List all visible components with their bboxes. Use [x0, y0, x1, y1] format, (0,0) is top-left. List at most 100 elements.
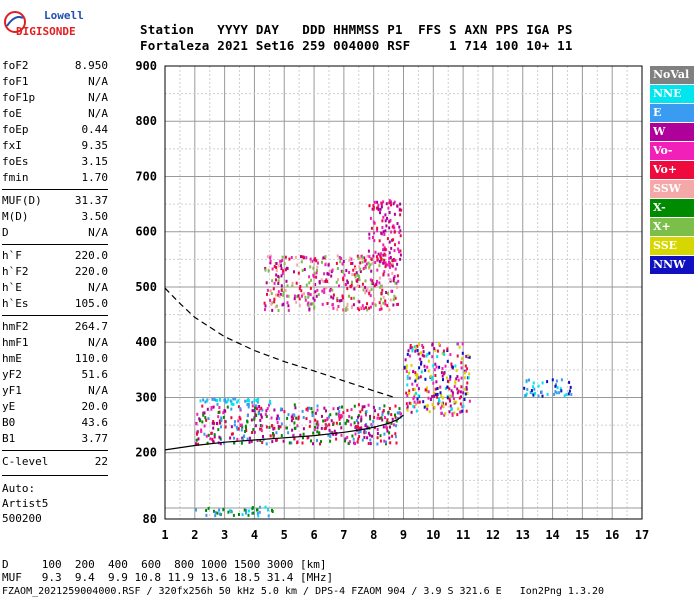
- echo-point: [282, 290, 285, 294]
- echo-point: [330, 295, 333, 299]
- echo-point: [255, 414, 258, 417]
- echo-point: [395, 424, 397, 428]
- echo-point: [460, 357, 463, 361]
- legend-item: Vo+: [650, 161, 694, 179]
- echo-point: [202, 413, 205, 417]
- legend-item: X-: [650, 199, 694, 217]
- echo-point: [275, 278, 277, 282]
- echo-point: [217, 415, 220, 419]
- echo-point: [276, 421, 279, 424]
- echo-point: [312, 296, 315, 300]
- echo-point: [384, 213, 387, 217]
- echo-point: [381, 413, 384, 417]
- echo-point: [376, 442, 379, 446]
- echo-point: [327, 263, 330, 267]
- echo-point: [314, 290, 317, 294]
- echo-point: [431, 355, 434, 359]
- echo-point: [377, 413, 380, 417]
- echo-point: [217, 411, 220, 414]
- echo-point: [283, 262, 286, 266]
- echo-point: [341, 296, 344, 300]
- echo-point: [449, 353, 452, 357]
- echo-point: [406, 394, 409, 398]
- echo-point: [246, 437, 249, 441]
- echo-point: [398, 411, 401, 415]
- param-value: N/A: [88, 107, 108, 120]
- echo-point: [217, 428, 220, 432]
- echo-point: [340, 257, 343, 260]
- echo-point: [431, 395, 434, 399]
- echo-point: [218, 419, 221, 423]
- echo-point: [373, 415, 376, 419]
- echo-point: [376, 279, 378, 283]
- echo-point: [244, 430, 247, 433]
- echo-point: [420, 362, 422, 366]
- echo-point: [297, 415, 300, 419]
- echo-point: [466, 367, 469, 371]
- echo-point: [391, 225, 394, 229]
- echo-point: [363, 256, 366, 260]
- echo-point: [443, 353, 446, 356]
- y-tick-label: 400: [135, 335, 157, 349]
- echo-point: [280, 274, 283, 278]
- echo-point: [195, 508, 197, 512]
- echo-point: [412, 397, 415, 401]
- echo-point: [209, 437, 212, 441]
- echo-point: [465, 354, 468, 358]
- echo-point: [433, 368, 436, 372]
- echo-point: [370, 269, 373, 273]
- echo-point: [450, 407, 453, 411]
- echo-point: [220, 416, 223, 420]
- echo-point: [400, 208, 403, 212]
- echo-point: [311, 259, 314, 263]
- echo-point: [384, 416, 386, 420]
- echo-point: [468, 355, 471, 359]
- echo-point: [358, 275, 361, 279]
- echo-point: [336, 267, 339, 270]
- echo-point: [416, 383, 419, 387]
- echo-point: [356, 299, 359, 303]
- echo-point: [366, 286, 369, 290]
- echo-point: [346, 302, 349, 306]
- echo-point: [382, 253, 385, 257]
- echo-point: [238, 513, 240, 516]
- echo-point: [277, 293, 280, 297]
- echo-point: [265, 425, 268, 429]
- echo-point: [398, 208, 401, 212]
- echo-point: [201, 420, 204, 424]
- param-row: foF1p N/A: [2, 90, 108, 106]
- echo-point: [361, 405, 364, 409]
- echo-point: [253, 416, 256, 420]
- echo-point: [218, 435, 221, 439]
- echo-point: [383, 270, 386, 274]
- echo-point: [310, 439, 312, 443]
- echo-point: [283, 410, 286, 414]
- echo-point: [302, 427, 305, 431]
- echo-point: [318, 431, 321, 435]
- echo-point: [315, 422, 318, 426]
- echo-point: [389, 298, 392, 302]
- echo-point: [411, 347, 414, 351]
- echo-point: [380, 304, 382, 308]
- echo-point: [272, 287, 275, 291]
- param-row: foE N/A: [2, 106, 108, 122]
- auto-scaling-line: 500200: [2, 512, 42, 525]
- echo-point: [385, 421, 388, 425]
- echo-point: [351, 434, 354, 438]
- echo-point: [256, 439, 259, 443]
- echo-point: [372, 405, 375, 409]
- echo-point: [421, 353, 424, 357]
- echo-point: [379, 297, 382, 301]
- y-tick-label: 300: [135, 390, 157, 404]
- echo-point: [323, 272, 326, 276]
- echo-point: [229, 399, 232, 403]
- y-tick-label: 80: [143, 512, 157, 526]
- echo-point: [385, 263, 387, 267]
- echo-point: [207, 417, 210, 421]
- param-row: fmin 1.70: [2, 170, 108, 186]
- echo-point: [392, 423, 395, 427]
- param-value: 43.6: [81, 416, 109, 429]
- echo-point: [387, 411, 390, 415]
- echo-point: [204, 416, 207, 420]
- echo-point: [205, 399, 208, 403]
